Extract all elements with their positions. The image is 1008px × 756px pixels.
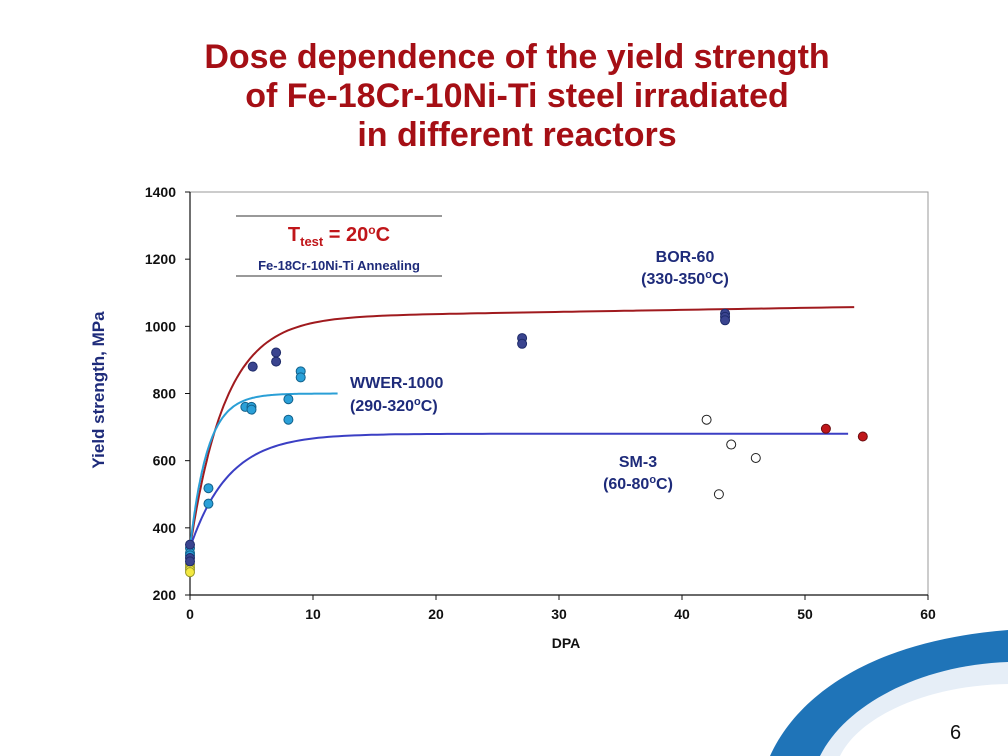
title-line-3: in different reactors (357, 116, 677, 154)
y-tick-label: 600 (153, 453, 177, 469)
data-point (203, 483, 214, 494)
data-point (203, 498, 214, 509)
fit-curve (189, 392, 338, 548)
y-tick-label: 200 (153, 587, 177, 603)
svg-text:(330-350oC): (330-350oC) (641, 269, 729, 288)
svg-text:(290-320oC): (290-320oC) (350, 396, 438, 415)
data-point (283, 394, 294, 405)
title-line-1: Dose dependence of the yield strength (204, 38, 830, 76)
data-point (726, 439, 737, 450)
data-point (185, 567, 195, 578)
data-point (185, 539, 195, 550)
annotation-sm3: SM-3 (60-80oC) (603, 454, 673, 493)
annotation-wwer1000: WWER-1000 (290-320oC) (350, 375, 443, 415)
svg-text:(60-80oC): (60-80oC) (603, 474, 673, 493)
data-point (246, 404, 257, 415)
y-tick-label: 1400 (145, 184, 176, 200)
fit-curve (189, 432, 849, 549)
test-temperature-label: Ttest = 20oC (288, 223, 390, 249)
y-tick-label: 1200 (145, 251, 176, 267)
x-tick-label: 30 (551, 606, 567, 622)
x-tick-label: 60 (920, 606, 936, 622)
data-point (271, 347, 282, 358)
annotation-bor60: BOR-60 (330-350oC) (641, 249, 729, 288)
x-tick-label: 40 (674, 606, 690, 622)
y-tick-label: 400 (153, 520, 177, 536)
x-tick-label: 0 (186, 606, 194, 622)
slide-number: 6 (950, 722, 962, 744)
data-point (720, 315, 731, 326)
data-point (247, 361, 258, 372)
data-point (857, 431, 868, 442)
svg-text:BOR-60: BOR-60 (656, 249, 715, 266)
x-tick-label: 10 (305, 606, 321, 622)
data-point (517, 338, 528, 349)
data-point (295, 372, 306, 383)
svg-text:SM-3: SM-3 (619, 454, 657, 471)
x-tick-label: 20 (428, 606, 444, 622)
test-condition-note: Ttest = 20oC Fe-18Cr-10Ni-Ti Annealing (236, 215, 442, 277)
data-point (713, 489, 724, 500)
data-point (750, 452, 761, 463)
y-tick-label: 800 (153, 386, 177, 402)
x-tick-label: 50 (797, 606, 813, 622)
corner-swoosh-decoration (770, 630, 1008, 756)
fit-curve (189, 306, 855, 548)
material-label: Fe-18Cr-10Ni-Ti Annealing (258, 258, 420, 273)
data-point (820, 423, 831, 434)
data-point (701, 414, 712, 425)
y-axis-title: Yield strength, MPa (89, 311, 108, 469)
page-title: Dose dependence of the yield strength of… (0, 38, 1008, 155)
data-point (185, 556, 195, 567)
title-line-2: of Fe-18Cr-10Ni-Ti steel irradiated (245, 77, 789, 115)
svg-text:WWER-1000: WWER-1000 (350, 375, 443, 392)
x-axis-title: DPA (552, 635, 581, 651)
data-point (283, 414, 294, 425)
data-point (271, 356, 282, 367)
y-tick-label: 1000 (145, 318, 176, 334)
